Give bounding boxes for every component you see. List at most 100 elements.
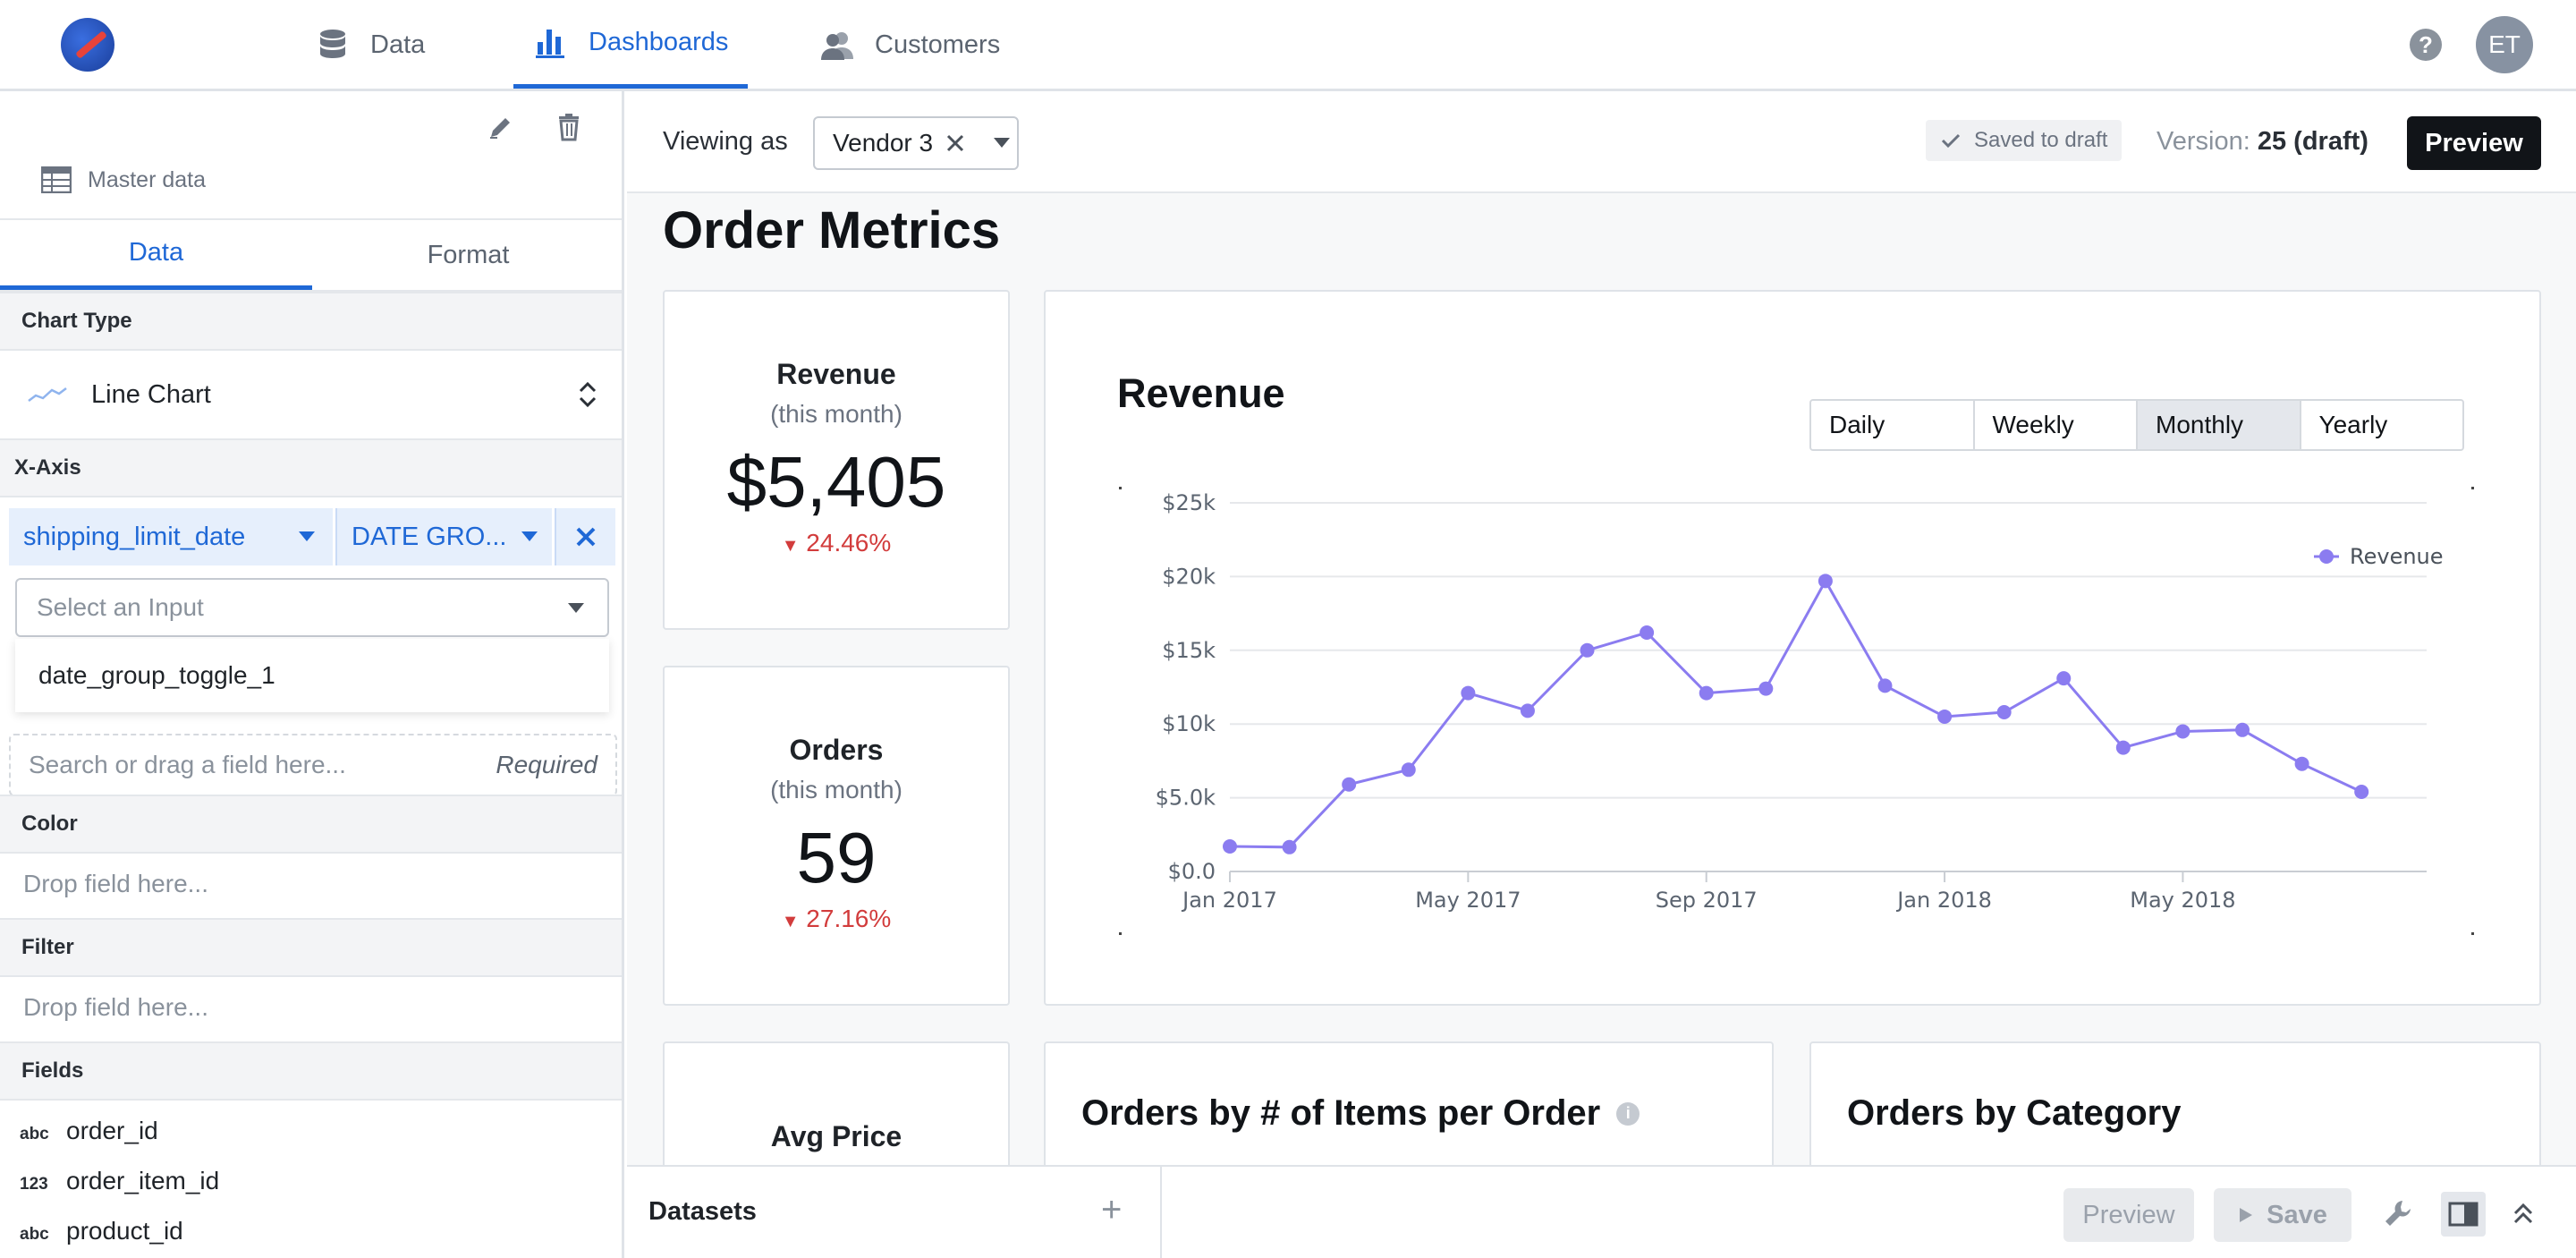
revenue-line-chart: $0.0 $5.0k $10k $15k $20k $25k Jan 2017 May 201… bbox=[1119, 487, 2474, 935]
help-icon[interactable]: ? bbox=[2410, 29, 2442, 61]
triangle-down-icon: ▼ bbox=[781, 912, 800, 931]
edit-pencil-icon[interactable] bbox=[483, 109, 519, 145]
preview-button[interactable]: Preview bbox=[2407, 116, 2541, 170]
play-icon bbox=[2240, 1208, 2253, 1222]
kpi-revenue-card[interactable]: Revenue (this month) $5,405 ▼ 24.46% bbox=[663, 290, 1010, 630]
data-point bbox=[1223, 838, 1237, 854]
panel-toggle-icon[interactable] bbox=[2441, 1192, 2486, 1237]
card-title: Orders by Category bbox=[1847, 1093, 2182, 1133]
y-tick-label: $15k bbox=[1162, 638, 1216, 663]
kpi-value: 59 bbox=[796, 818, 877, 897]
data-point bbox=[2056, 671, 2072, 686]
toggle-weekly[interactable]: Weekly bbox=[1975, 401, 2138, 449]
clear-icon[interactable] bbox=[945, 133, 965, 153]
frame-corner-mark bbox=[2471, 487, 2474, 489]
remove-x-axis-button[interactable] bbox=[555, 508, 615, 565]
kpi-orders-card[interactable]: Orders (this month) 59 ▼ 27.16% bbox=[663, 666, 1010, 1006]
data-point bbox=[1640, 625, 1655, 641]
x-tick-label: May 2018 bbox=[2130, 888, 2235, 913]
field-type-badge: abc bbox=[20, 1225, 49, 1244]
toggle-yearly[interactable]: Yearly bbox=[2318, 411, 2388, 438]
saved-status-badge: Saved to draft bbox=[1926, 120, 2123, 161]
version-value: 25 (draft) bbox=[2257, 127, 2368, 156]
field-type-badge: 123 bbox=[20, 1175, 48, 1194]
orders-by-items-card[interactable]: Orders by # of Items per Order i bbox=[1044, 1041, 1774, 1165]
nav-tab-label: Data bbox=[370, 30, 426, 59]
dashboard-canvas: Viewing as Vendor 3 Saved to draft Versi… bbox=[627, 91, 2576, 1165]
app-logo-icon[interactable] bbox=[61, 18, 114, 72]
caret-down-icon bbox=[568, 603, 584, 613]
chart-type-select[interactable]: Line Chart bbox=[0, 351, 622, 438]
field-name: order_item_id bbox=[66, 1167, 220, 1194]
nav-tab-customers[interactable]: Customers bbox=[800, 0, 1020, 89]
data-point bbox=[1401, 762, 1416, 778]
data-point bbox=[1818, 574, 1833, 589]
dataset-label[interactable]: Master data bbox=[41, 166, 206, 193]
frame-corner-mark bbox=[2471, 932, 2474, 935]
kpi-title: Orders bbox=[789, 734, 884, 766]
tab-data[interactable]: Data bbox=[0, 220, 312, 290]
database-icon bbox=[320, 30, 345, 58]
field-item[interactable]: 123 order_item_id bbox=[20, 1167, 219, 1195]
triangle-down-icon: ▼ bbox=[781, 536, 800, 556]
required-label: Required bbox=[496, 751, 597, 778]
filter-drop-zone[interactable]: Drop field here... bbox=[23, 993, 208, 1021]
revenue-chart-card[interactable]: Revenue Daily Weekly Monthly Yearly $0.0… bbox=[1044, 290, 2541, 1006]
data-point bbox=[1877, 678, 1893, 693]
data-point bbox=[1699, 685, 1714, 701]
date-group-toggle: Daily Weekly Monthly Yearly bbox=[1809, 399, 2464, 451]
x-axis-field-pill[interactable]: shipping_limit_date bbox=[9, 508, 333, 565]
dataset-save-button[interactable]: Save bbox=[2214, 1188, 2351, 1242]
kpi-delta-value: 27.16% bbox=[806, 905, 892, 932]
version-indicator[interactable]: Version: 25 (draft) bbox=[2157, 127, 2368, 157]
toggle-daily[interactable]: Daily bbox=[1811, 401, 1975, 449]
frame-corner-mark bbox=[1119, 932, 1122, 935]
data-point bbox=[2115, 740, 2131, 755]
collapse-up-icon[interactable] bbox=[2505, 1195, 2541, 1231]
legend-marker bbox=[2319, 549, 2334, 564]
y-tick-label: $0.0 bbox=[1168, 859, 1216, 884]
data-point bbox=[1282, 839, 1297, 854]
data-point bbox=[1461, 685, 1476, 701]
wrench-icon[interactable] bbox=[2380, 1195, 2416, 1231]
caret-down-icon bbox=[994, 138, 1011, 148]
nav-tab-data[interactable]: Data bbox=[295, 0, 445, 89]
tab-format[interactable]: Format bbox=[427, 240, 510, 269]
saved-status-text: Saved to draft bbox=[1974, 128, 2108, 152]
kpi-delta: ▼ 27.16% bbox=[665, 905, 1008, 933]
field-search-input[interactable]: Search or drag a field here... Required bbox=[9, 734, 617, 796]
datasets-label: Datasets bbox=[648, 1197, 757, 1226]
add-dataset-plus-icon[interactable]: + bbox=[1101, 1190, 1123, 1229]
kpi-title: Avg Price bbox=[770, 1120, 902, 1152]
series-line bbox=[1229, 578, 2362, 849]
data-point bbox=[2354, 785, 2369, 800]
nav-tab-label: Customers bbox=[875, 30, 1001, 59]
x-axis-field-name: shipping_limit_date bbox=[23, 522, 246, 551]
kpi-value: $5,405 bbox=[726, 442, 946, 522]
viewing-as-select[interactable]: Vendor 3 bbox=[813, 116, 1019, 170]
orders-by-category-card[interactable]: Orders by Category bbox=[1809, 1041, 2541, 1165]
color-drop-zone[interactable]: Drop field here... bbox=[23, 870, 208, 897]
y-tick-label: $25k bbox=[1162, 490, 1216, 515]
viewing-as-value: Vendor 3 bbox=[833, 129, 934, 157]
chart-type-value: Line Chart bbox=[91, 379, 211, 409]
delete-trash-icon[interactable] bbox=[551, 109, 587, 145]
top-navigation: Data Dashboards Customers ? ET bbox=[0, 0, 2576, 91]
legend-label: Revenue bbox=[2350, 544, 2444, 569]
nav-tab-dashboards[interactable]: Dashboards bbox=[513, 0, 749, 89]
dropdown-option[interactable]: date_group_toggle_1 bbox=[15, 639, 609, 712]
frame-corner-mark bbox=[1119, 487, 1122, 489]
info-icon[interactable]: i bbox=[1616, 1101, 1640, 1126]
color-header: Color bbox=[0, 795, 622, 854]
fields-header: Fields bbox=[0, 1041, 622, 1101]
field-item[interactable]: abc product_id bbox=[20, 1217, 183, 1245]
dataset-preview-button[interactable]: Preview bbox=[2063, 1188, 2194, 1242]
user-avatar[interactable]: ET bbox=[2476, 16, 2533, 73]
users-icon bbox=[821, 32, 853, 60]
kpi-avg-price-card[interactable]: Avg Price bbox=[663, 1041, 1010, 1165]
filter-header: Filter bbox=[0, 918, 622, 977]
select-input-dropdown[interactable]: Select an Input bbox=[15, 578, 609, 637]
toggle-monthly[interactable]: Monthly bbox=[2138, 401, 2301, 449]
field-item[interactable]: abc order_id bbox=[20, 1117, 158, 1145]
date-grouping-pill[interactable]: DATE GRO... bbox=[335, 508, 552, 565]
